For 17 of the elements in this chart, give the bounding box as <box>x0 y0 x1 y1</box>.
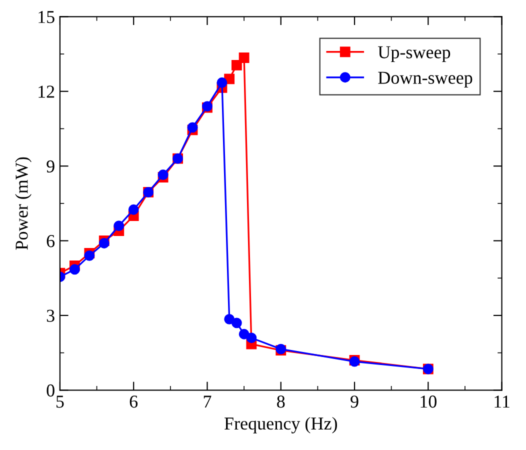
y-tick-label: 3 <box>46 310 54 322</box>
y-axis-title: Power (mW) <box>15 157 32 250</box>
y-tick-label: 9 <box>46 160 54 172</box>
x-tick-label: 11 <box>494 396 510 408</box>
x-tick-label: 10 <box>420 396 437 408</box>
y-tick-label: 0 <box>46 384 54 397</box>
x-tick-label: 6 <box>130 396 138 408</box>
legend-label: Down-sweep <box>378 72 472 88</box>
legend-label: Up-sweep <box>378 46 450 62</box>
x-tick-label: 8 <box>277 396 285 408</box>
x-tick-label: 9 <box>350 396 358 408</box>
y-tick-label: 12 <box>38 86 54 98</box>
x-tick-label: 5 <box>56 396 64 408</box>
y-tick-label: 6 <box>46 235 55 248</box>
x-tick-label: 7 <box>204 396 212 408</box>
x-axis-title: Frequency (Hz) <box>224 416 337 434</box>
y-tick-label: 15 <box>38 10 54 24</box>
